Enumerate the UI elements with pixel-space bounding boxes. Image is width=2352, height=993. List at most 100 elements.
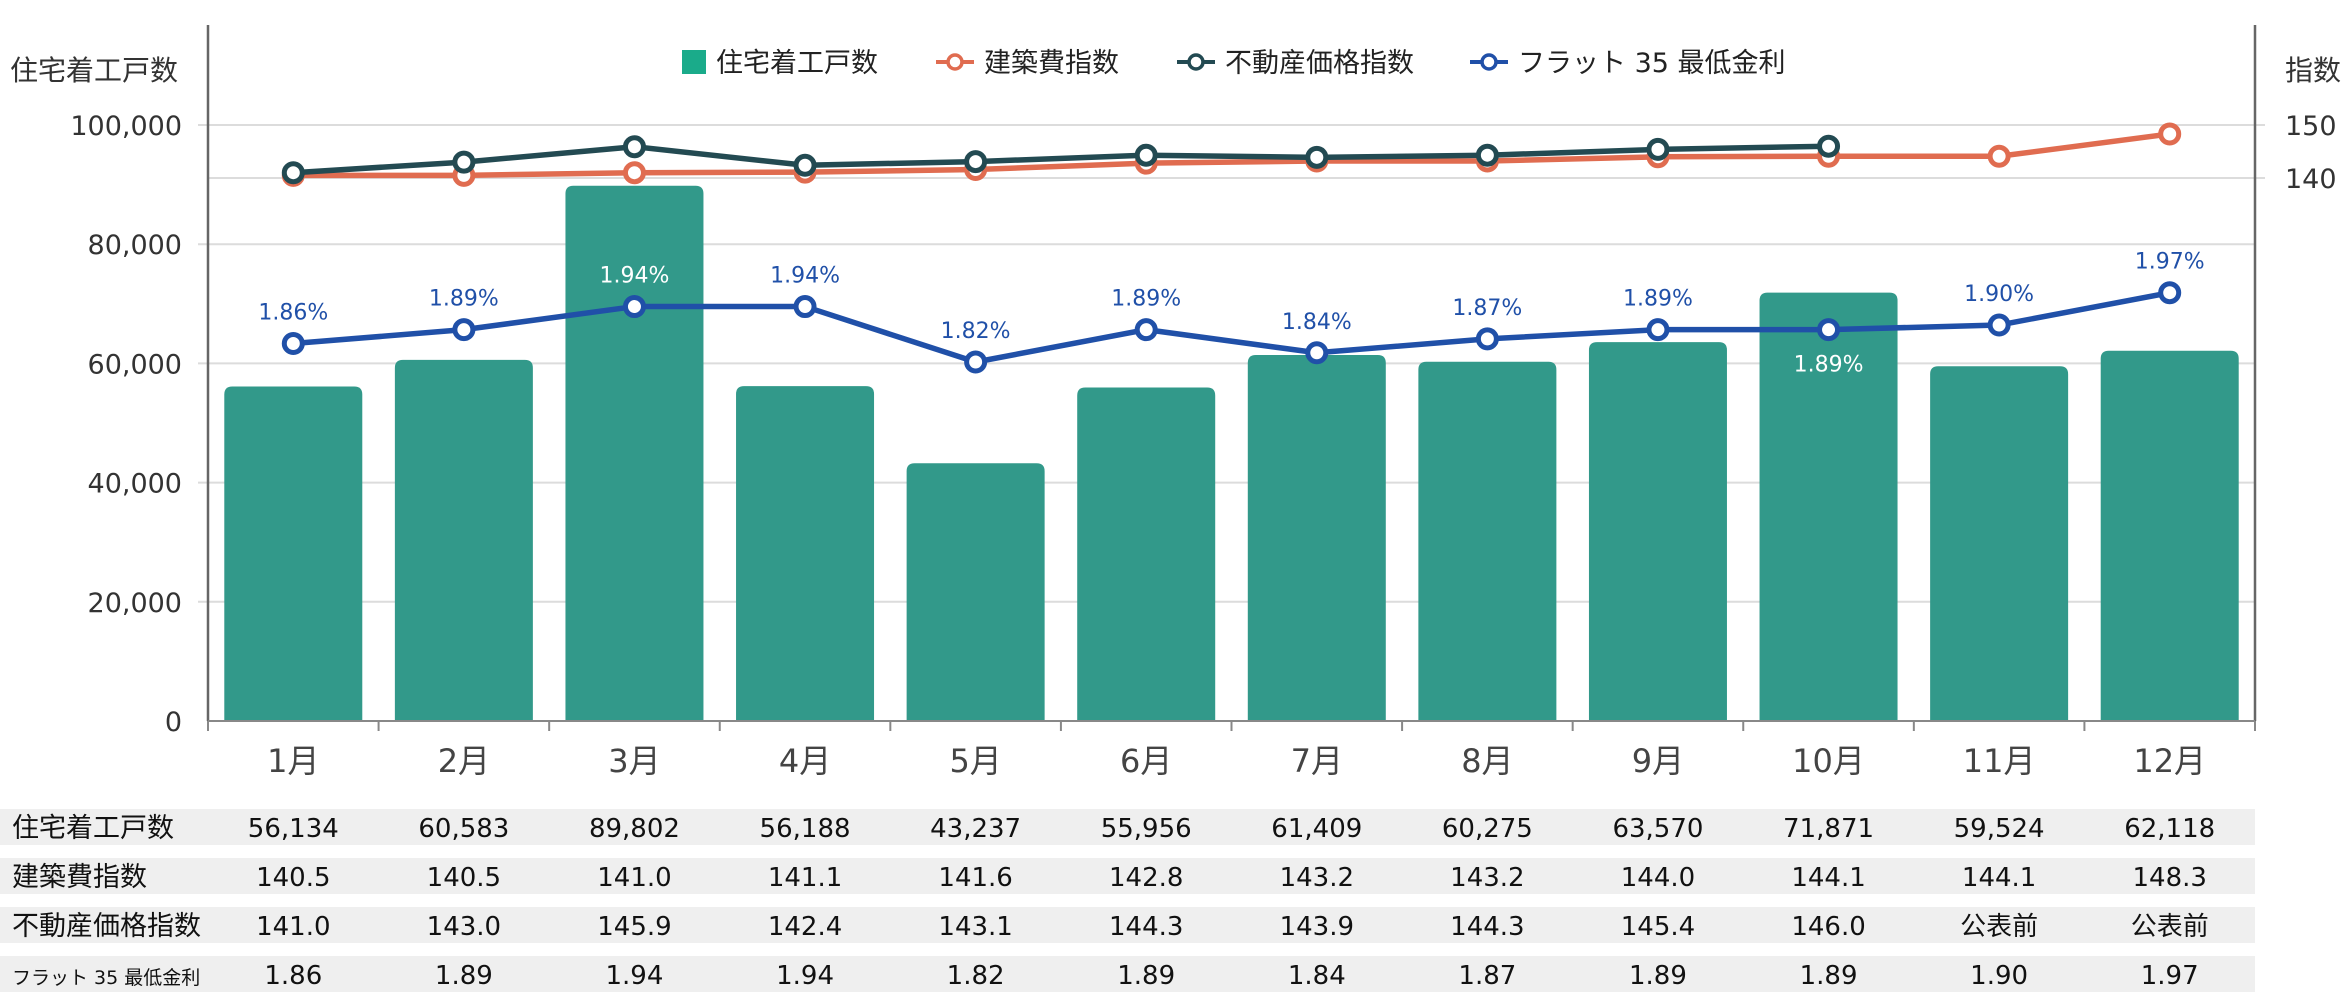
rate-data-label: 1.94% <box>600 264 670 289</box>
table-row-background <box>0 956 2255 992</box>
legend-label: 住宅着工戸数 <box>716 48 878 79</box>
bar-9月 <box>1588 342 1727 721</box>
table-cell: 62,118 <box>2124 814 2215 844</box>
line-point <box>1987 313 2011 337</box>
table-cell: 55,956 <box>1101 814 1192 844</box>
table-cell: 71,871 <box>1783 814 1874 844</box>
y-left-tick-label: 80,000 <box>88 230 182 261</box>
table-cell: 140.5 <box>427 863 501 893</box>
table-cell: 1.90 <box>1970 961 2028 991</box>
bar-7月 <box>1247 355 1386 721</box>
rate-data-label: 1.97% <box>2135 250 2205 275</box>
line-point <box>1646 318 1670 342</box>
table-cell: 1.84 <box>1288 961 1346 991</box>
x-tick-label: 4月 <box>779 742 831 780</box>
rate-data-label: 1.89% <box>1111 287 1181 312</box>
table-cell: 148.3 <box>2132 863 2206 893</box>
table-cell: 60,275 <box>1442 814 1533 844</box>
table-cell: 143.9 <box>1280 912 1354 942</box>
line-point <box>2158 122 2182 146</box>
line-point <box>1817 318 1841 342</box>
line-point <box>452 150 476 174</box>
bar-6月 <box>1077 387 1216 721</box>
table-cell: 63,570 <box>1612 814 1703 844</box>
line-point <box>1134 143 1158 167</box>
legend-label: 不動産価格指数 <box>1225 48 1414 79</box>
table-cell: 1.97 <box>2141 961 2199 991</box>
line-point <box>793 295 817 319</box>
table-cell: 43,237 <box>930 814 1021 844</box>
table-cell: 141.0 <box>597 863 671 893</box>
x-tick-label: 6月 <box>1120 742 1172 780</box>
table-cell: 144.0 <box>1621 863 1695 893</box>
line-point <box>964 150 988 174</box>
x-tick-label: 9月 <box>1632 742 1684 780</box>
legend-marker <box>1480 53 1498 71</box>
bar-1月 <box>224 386 363 721</box>
y-right-axis-title: 指数 <box>2285 54 2341 87</box>
bar-3月 <box>565 185 704 721</box>
line-point <box>622 295 646 319</box>
table-cell: 143.0 <box>427 912 501 942</box>
table-cell: 1.82 <box>947 961 1005 991</box>
rate-data-label: 1.82% <box>941 319 1011 344</box>
table-row-background <box>0 809 2255 845</box>
bar-4月 <box>736 386 875 721</box>
table-cell: 1.94 <box>606 961 664 991</box>
bar-10月 <box>1759 292 1898 721</box>
line-point <box>1646 137 1670 161</box>
line-point <box>964 350 988 374</box>
rate-data-label: 1.86% <box>258 301 328 326</box>
line-point <box>1817 134 1841 158</box>
line-point <box>1475 143 1499 167</box>
table-cell: 141.1 <box>768 863 842 893</box>
rate-data-label: 1.94% <box>770 264 840 289</box>
table-cell: 公表前 <box>1960 912 2038 942</box>
bar-12月 <box>2100 350 2239 721</box>
line-point <box>1134 318 1158 342</box>
bar-11月 <box>1930 366 2069 721</box>
table-cell: 144.3 <box>1450 912 1524 942</box>
legend-marker <box>1187 53 1205 71</box>
x-tick-label: 3月 <box>608 742 660 780</box>
x-tick-label: 8月 <box>1461 742 1513 780</box>
table-row-label: 建築費指数 <box>12 862 147 893</box>
legend-bar-swatch <box>682 50 706 74</box>
line-construction-cost <box>293 131 2171 179</box>
x-tick-label: 11月 <box>1963 742 2036 780</box>
bar-5月 <box>906 463 1045 721</box>
y-left-tick-label: 40,000 <box>88 469 182 500</box>
table-cell: 143.2 <box>1280 863 1354 893</box>
table-cell: 1.87 <box>1458 961 1516 991</box>
rate-data-label: 1.87% <box>1452 296 1522 321</box>
table-cell: 145.9 <box>597 912 671 942</box>
line-point <box>1305 341 1329 365</box>
table-cell: 144.1 <box>1962 863 2036 893</box>
line-point <box>622 135 646 159</box>
y-left-tick-label: 0 <box>165 707 182 738</box>
table-row-label: 住宅着工戸数 <box>12 813 174 844</box>
table-cell: 141.0 <box>256 912 330 942</box>
legend-label: フラット 35 最低金利 <box>1518 48 1786 79</box>
table-cell: 59,524 <box>1954 814 2045 844</box>
bar-8月 <box>1418 361 1557 721</box>
rate-data-label: 1.89% <box>1623 287 1693 312</box>
table-cell: 143.1 <box>938 912 1012 942</box>
table-cell: 142.8 <box>1109 863 1183 893</box>
line-point <box>793 153 817 177</box>
table-cell: 142.4 <box>768 912 842 942</box>
table-row-background <box>0 907 2255 943</box>
rate-data-label: 1.90% <box>1964 282 2034 307</box>
table-cell: 1.89 <box>1800 961 1858 991</box>
table-row-background <box>0 858 2255 894</box>
table-cell: 140.5 <box>256 863 330 893</box>
line-real-estate-price <box>293 143 1829 176</box>
x-tick-label: 2月 <box>438 742 490 780</box>
table-cell: 145.4 <box>1621 912 1695 942</box>
line-point <box>452 318 476 342</box>
table-cell: 60,583 <box>418 814 509 844</box>
rate-data-label: 1.89% <box>1794 353 1864 378</box>
line-point <box>622 161 646 185</box>
y-left-tick-label: 20,000 <box>88 588 182 619</box>
